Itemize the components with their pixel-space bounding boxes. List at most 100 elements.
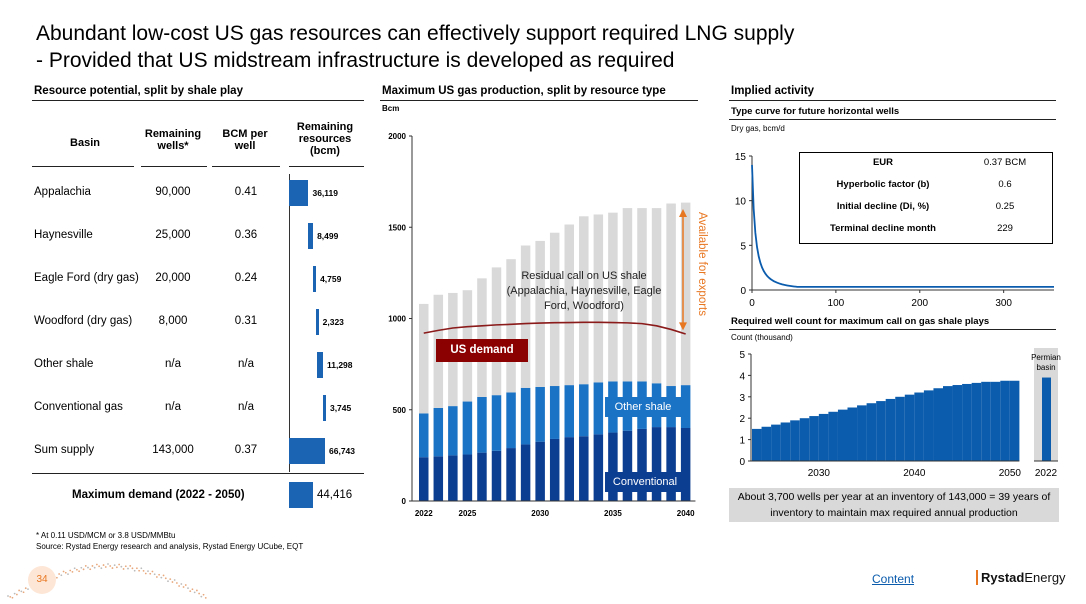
x-tick-label: 2050 (999, 468, 1022, 479)
page-number: 34 (28, 566, 56, 594)
y-tick-label: 15 (735, 152, 747, 163)
y-tick-label: 3 (739, 393, 745, 404)
decor-dot (69, 569, 72, 572)
well-count-bar (914, 392, 924, 461)
waterfall-value: 36,119 (312, 188, 338, 198)
bar-other-shale (579, 384, 589, 437)
exports-arrow-head-down (679, 322, 687, 331)
decor-dot (60, 574, 63, 577)
well-count-bar (990, 381, 1001, 461)
decor-dot (58, 573, 61, 575)
bar-other-shale (535, 386, 545, 442)
waterfall-bar (313, 266, 317, 292)
content-link[interactable]: Content (872, 572, 915, 586)
permian-bar (1042, 377, 1051, 461)
decor-dot (127, 567, 129, 570)
decor-dot (184, 584, 187, 586)
type-curve-rule (729, 119, 1056, 120)
x-tick-label: 2030 (531, 509, 549, 518)
col-header-bcm: BCM per well (222, 128, 268, 152)
decor-dot (198, 592, 201, 595)
decor-dot (100, 567, 103, 570)
well-count-ylabel: Count (thousand) (731, 333, 793, 342)
well-count-bar (857, 405, 867, 461)
header-rule-3 (212, 166, 280, 167)
type-curve-ylabel: Dry gas, bcm/d (731, 124, 785, 133)
bar-residual-call-on-us-shale (535, 240, 545, 387)
decor-dot (67, 573, 69, 576)
left-panel-heading: Resource potential, split by shale play (34, 85, 243, 97)
exports-arrow-head-up (679, 209, 687, 217)
waterfall-bar (289, 180, 309, 206)
decor-dot (24, 587, 27, 590)
bar-other-shale (448, 406, 458, 456)
row-bcm: 0.24 (234, 272, 258, 284)
eur-value: 0.37 BCM (983, 157, 1027, 168)
brand-logo-part-a: Rystad (981, 570, 1025, 585)
well-count-bar (761, 426, 772, 461)
x-tick-label: 200 (911, 298, 928, 309)
well-count-bar (923, 390, 934, 461)
well-count-bar (866, 403, 877, 461)
well-count-bar (962, 383, 972, 461)
decor-dot (71, 570, 74, 573)
production-chart: 0 500 1000 1500 2000 2022 2025 2030 2035 2040 (388, 132, 696, 518)
bar-other-shale (477, 396, 487, 453)
waterfall-value: 3,745 (329, 403, 352, 413)
bar-conventional (506, 448, 516, 501)
bar-other-shale (433, 407, 444, 457)
well-count-bar (752, 428, 762, 461)
y-tick-label: 1 (739, 436, 745, 447)
bar-conventional (680, 428, 691, 501)
row-basin: Appalachia (34, 186, 91, 198)
bar-conventional (651, 427, 662, 501)
bar-residual-call-on-us-shale (549, 232, 560, 387)
row-basin: Sum supply (34, 444, 95, 456)
bar-residual-call-on-us-shale (666, 203, 676, 387)
decor-dot (171, 581, 174, 583)
x-tick-label: 0 (749, 298, 755, 309)
decor-dot (27, 588, 29, 591)
x-tick-label: 100 (828, 298, 845, 309)
y-tick-label: 5 (740, 241, 746, 252)
well-count-title: Required well count for maximum call on … (731, 316, 990, 327)
row-bcm: n/a (238, 358, 254, 370)
decor-dot (102, 564, 105, 566)
row-basin: Other shale (34, 358, 94, 370)
well-count-bar (771, 424, 781, 461)
bar-conventional (666, 427, 676, 501)
brand-logo: RystadEnergy (976, 570, 1066, 585)
bar-other-shale (593, 382, 604, 435)
middle-panel-heading: Maximum US gas production, split by reso… (382, 85, 666, 97)
eur-key: Initial decline (Di, %) (836, 201, 930, 212)
bar-conventional (477, 452, 487, 501)
decor-dot (187, 587, 189, 590)
x-tick-label: 2022 (1035, 468, 1058, 479)
decor-dot (175, 582, 178, 584)
decor-dot (129, 565, 132, 567)
decor-dot (147, 570, 149, 573)
bar-other-shale (462, 401, 473, 455)
page-title: Abundant low-cost US gas resources can e… (36, 20, 794, 74)
well-count-bar (780, 422, 791, 461)
decor-dot (13, 592, 16, 595)
y-tick-label: 10 (735, 197, 747, 208)
well-count-bar (981, 381, 991, 461)
decor-dot (89, 568, 92, 571)
bar-residual-call-on-us-shale (637, 208, 647, 382)
eur-value: 0.25 (995, 201, 1015, 212)
well-count-bar (933, 388, 943, 461)
decor-dot (73, 567, 76, 570)
well-count-bar (952, 385, 963, 461)
decor-dot (158, 573, 161, 576)
decor-dot (191, 588, 194, 591)
y-tick-label: 0 (739, 457, 745, 468)
row-wells: 90,000 (155, 186, 191, 198)
brand-logo-part-b: Energy (1024, 570, 1066, 585)
exports-label: Available for exports (696, 212, 708, 316)
bar-other-shale (419, 413, 429, 458)
decor-dot (82, 568, 85, 571)
waterfall-value: 11,298 (326, 360, 353, 370)
bar-residual-call-on-us-shale (477, 278, 487, 397)
